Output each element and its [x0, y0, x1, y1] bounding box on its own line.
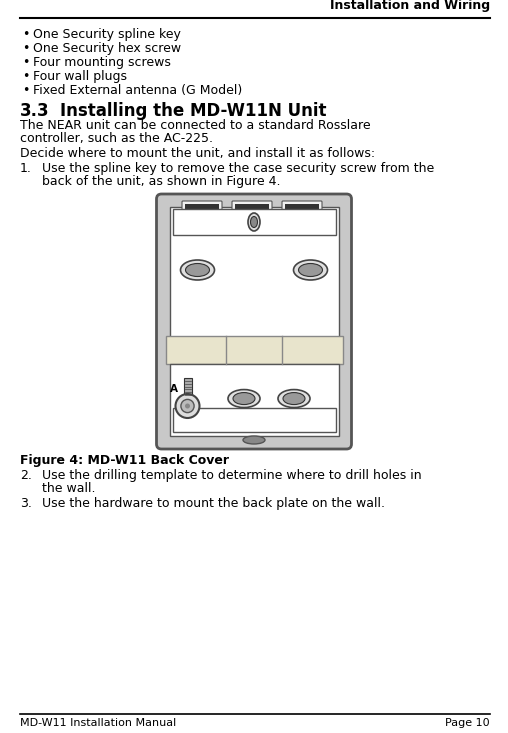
FancyBboxPatch shape: [182, 201, 222, 213]
FancyBboxPatch shape: [232, 201, 272, 213]
Text: Figure 4: MD-W11 Back Cover: Figure 4: MD-W11 Back Cover: [20, 454, 229, 467]
Text: Use the drilling template to determine where to drill holes in: Use the drilling template to determine w…: [42, 469, 422, 482]
Ellipse shape: [283, 393, 305, 405]
Text: controller, such as the AC-225.: controller, such as the AC-225.: [20, 132, 213, 145]
Text: The NEAR unit can be connected to a standard Rosslare: The NEAR unit can be connected to a stan…: [20, 119, 371, 132]
Text: •: •: [22, 84, 29, 97]
Ellipse shape: [228, 389, 260, 408]
Bar: [185, 204, 219, 211]
Bar: [285, 204, 319, 211]
Ellipse shape: [250, 216, 258, 227]
Ellipse shape: [248, 213, 260, 231]
Ellipse shape: [243, 436, 265, 444]
Text: Installation and Wiring: Installation and Wiring: [330, 0, 490, 12]
Text: MD-W11 Installation Manual: MD-W11 Installation Manual: [20, 718, 176, 728]
Text: One Security spline key: One Security spline key: [33, 28, 181, 41]
Text: Four mounting screws: Four mounting screws: [33, 56, 171, 69]
Text: •: •: [22, 42, 29, 55]
FancyBboxPatch shape: [156, 194, 352, 449]
Ellipse shape: [175, 394, 200, 418]
Bar: [166, 336, 342, 364]
Text: the wall.: the wall.: [42, 482, 96, 495]
Ellipse shape: [185, 403, 190, 408]
Ellipse shape: [299, 263, 323, 276]
Text: 3.3: 3.3: [20, 102, 50, 120]
Text: •: •: [22, 28, 29, 41]
Text: A: A: [170, 384, 177, 394]
Bar: [173, 209, 335, 235]
FancyBboxPatch shape: [282, 201, 322, 213]
Text: Fixed External antenna (G Model): Fixed External antenna (G Model): [33, 84, 242, 97]
Ellipse shape: [180, 260, 214, 280]
Ellipse shape: [294, 260, 328, 280]
Text: 3.: 3.: [20, 497, 32, 510]
Text: Use the hardware to mount the back plate on the wall.: Use the hardware to mount the back plate…: [42, 497, 385, 510]
Text: •: •: [22, 70, 29, 83]
Bar: [183, 378, 192, 398]
Bar: [170, 364, 338, 436]
Text: Four wall plugs: Four wall plugs: [33, 70, 127, 83]
Bar: [170, 207, 338, 346]
Text: •: •: [22, 56, 29, 69]
Text: Use the spline key to remove the case security screw from the: Use the spline key to remove the case se…: [42, 162, 434, 175]
Text: One Security hex screw: One Security hex screw: [33, 42, 181, 55]
Text: Page 10: Page 10: [446, 718, 490, 728]
Bar: [235, 204, 269, 211]
Text: 2.: 2.: [20, 469, 32, 482]
Bar: [173, 408, 335, 432]
Ellipse shape: [185, 263, 209, 276]
Text: Installing the MD-W11N Unit: Installing the MD-W11N Unit: [60, 102, 327, 120]
Ellipse shape: [233, 393, 255, 405]
Text: Decide where to mount the unit, and install it as follows:: Decide where to mount the unit, and inst…: [20, 147, 375, 160]
Ellipse shape: [278, 389, 310, 408]
Text: 1.: 1.: [20, 162, 32, 175]
Text: back of the unit, as shown in Figure 4.: back of the unit, as shown in Figure 4.: [42, 175, 280, 188]
Ellipse shape: [181, 399, 194, 413]
